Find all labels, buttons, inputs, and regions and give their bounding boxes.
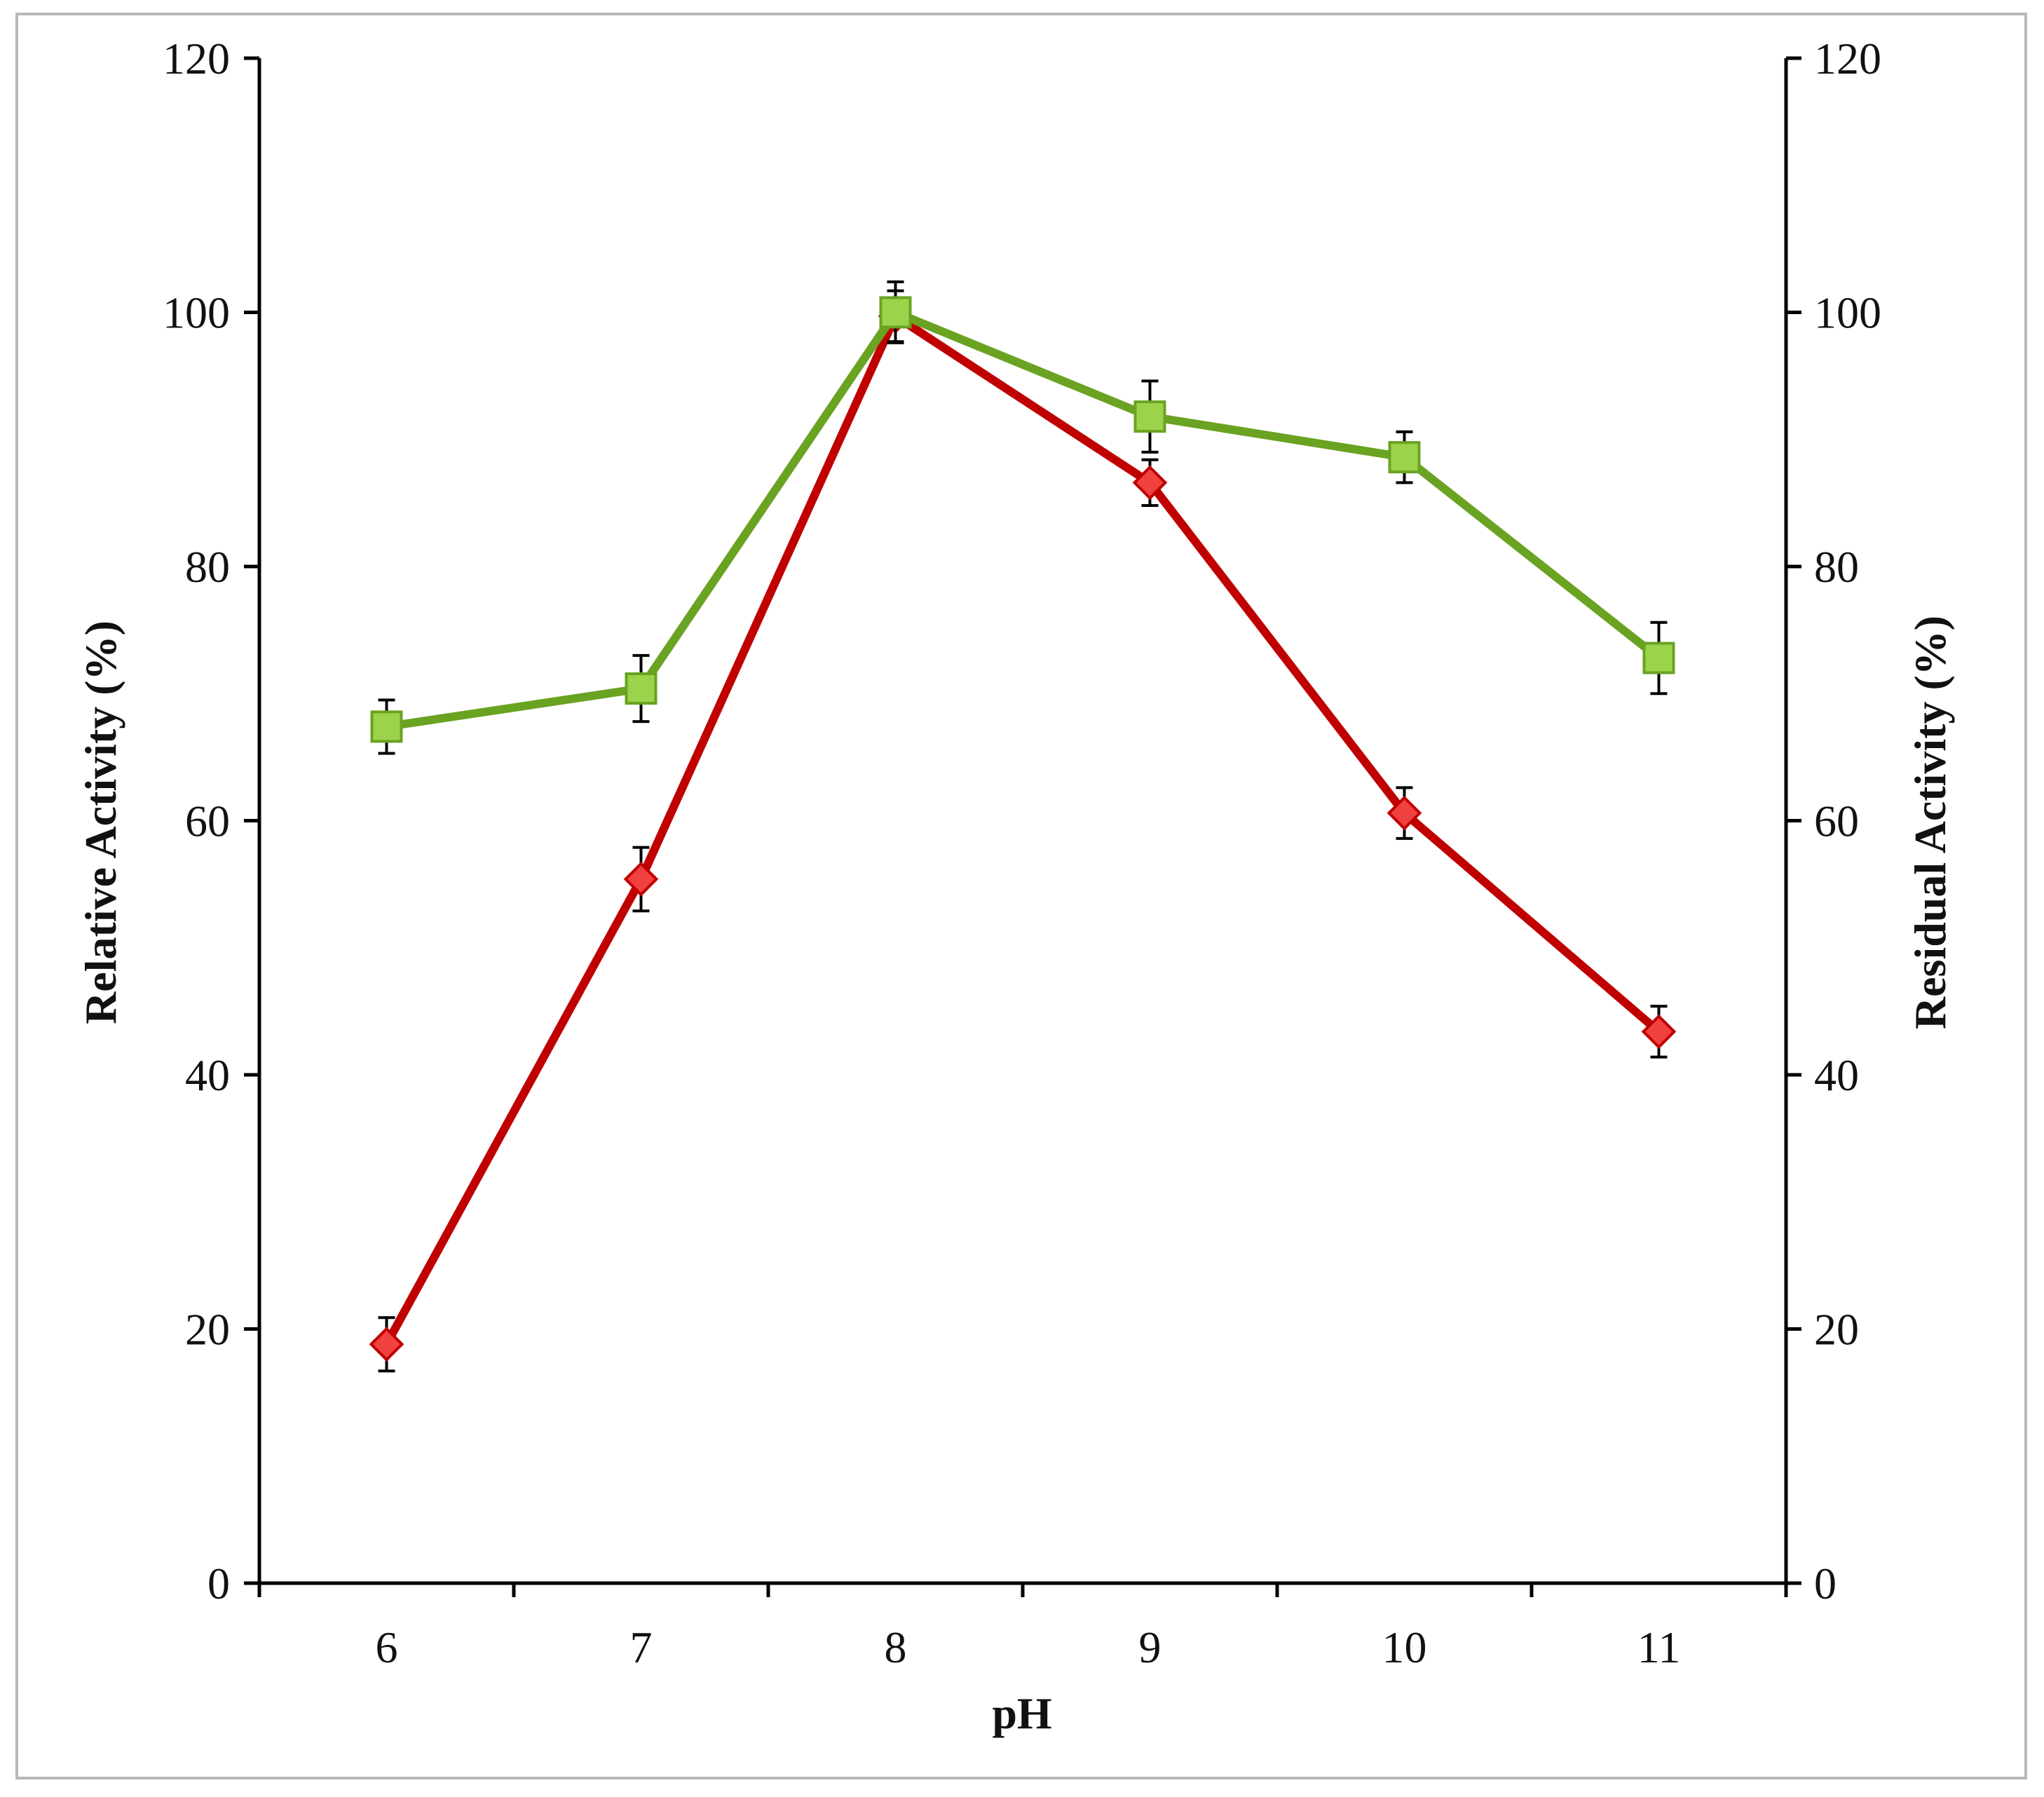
x-tick-label: 10 xyxy=(1382,1622,1427,1672)
y-tick-label: 0 xyxy=(207,1559,230,1608)
series-1-point xyxy=(369,1327,404,1362)
y-axis-title: Relative Activity (%) xyxy=(76,621,125,1024)
y2-tick-label: 40 xyxy=(1814,1050,1859,1100)
series-2-line xyxy=(382,308,1663,731)
y2-tick-label: 20 xyxy=(1814,1305,1859,1355)
y-tick-label: 120 xyxy=(163,34,230,83)
x-tick-label: 8 xyxy=(885,1622,907,1672)
x-tick-label: 7 xyxy=(630,1622,653,1672)
y2-axis-title: Residual Activity (%) xyxy=(1905,616,1955,1029)
series-1-point xyxy=(623,862,659,897)
y2-tick-label: 0 xyxy=(1814,1559,1837,1608)
series-2-group xyxy=(370,280,1675,755)
y-tick-label: 40 xyxy=(185,1050,230,1100)
series-2-point xyxy=(625,672,658,705)
x-axis-title: pH xyxy=(992,1688,1051,1738)
y2-tick-label: 100 xyxy=(1814,288,1881,338)
series-2-point xyxy=(1642,642,1675,674)
y-tick-label: 100 xyxy=(163,288,230,338)
series-1-point xyxy=(1641,1014,1677,1050)
series-2-point xyxy=(879,296,912,329)
y-tick-label: 80 xyxy=(185,542,230,592)
axes-layer: 0 20 40 60 80 100 120 0 20 40 60 80 100 120 6 7 8 9 10 11 xyxy=(163,34,1881,1672)
x-tick-label: 6 xyxy=(376,1622,398,1672)
y-tick-label: 60 xyxy=(185,796,230,846)
figure-frame xyxy=(15,13,2027,1779)
y2-tick-label: 60 xyxy=(1814,796,1859,846)
series-2-point xyxy=(370,710,403,743)
y2-tick-label: 120 xyxy=(1814,34,1881,83)
y2-tick-label: 80 xyxy=(1814,542,1859,592)
series-layer xyxy=(369,280,1677,1373)
series-2-point xyxy=(1133,400,1166,433)
x-tick-label: 11 xyxy=(1637,1622,1681,1672)
series-2-point xyxy=(1388,441,1421,474)
series-1-point xyxy=(1386,795,1422,831)
y-tick-label: 20 xyxy=(185,1305,230,1355)
series-1-group xyxy=(369,289,1677,1373)
series-1-line xyxy=(382,311,1663,1349)
x-tick-label: 9 xyxy=(1139,1622,1161,1672)
series-1-point xyxy=(1132,465,1168,501)
